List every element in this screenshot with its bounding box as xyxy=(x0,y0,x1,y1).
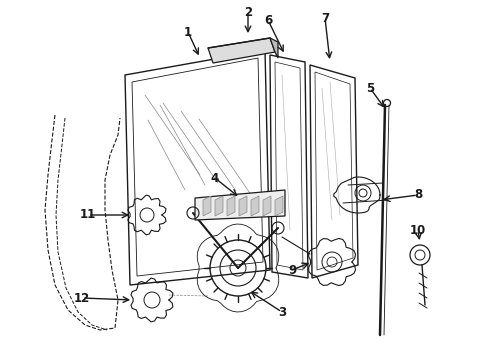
Polygon shape xyxy=(203,196,211,216)
Polygon shape xyxy=(270,38,278,58)
Polygon shape xyxy=(270,55,308,278)
Polygon shape xyxy=(275,196,283,216)
Polygon shape xyxy=(239,196,247,216)
Text: 12: 12 xyxy=(74,292,90,305)
Polygon shape xyxy=(263,196,271,216)
Text: 11: 11 xyxy=(80,208,96,221)
Text: 9: 9 xyxy=(288,264,296,276)
Polygon shape xyxy=(195,190,285,220)
Text: 7: 7 xyxy=(321,12,329,24)
Polygon shape xyxy=(251,196,259,216)
Text: 3: 3 xyxy=(278,306,286,319)
Text: 5: 5 xyxy=(366,81,374,94)
Polygon shape xyxy=(125,50,270,285)
Text: 2: 2 xyxy=(244,5,252,18)
Polygon shape xyxy=(310,65,358,278)
Polygon shape xyxy=(208,38,275,63)
Text: 1: 1 xyxy=(184,26,192,39)
Text: 4: 4 xyxy=(211,171,219,184)
Text: 6: 6 xyxy=(264,13,272,27)
Polygon shape xyxy=(215,196,223,216)
Text: 10: 10 xyxy=(410,224,426,237)
Polygon shape xyxy=(227,196,235,216)
Text: 8: 8 xyxy=(414,189,422,202)
